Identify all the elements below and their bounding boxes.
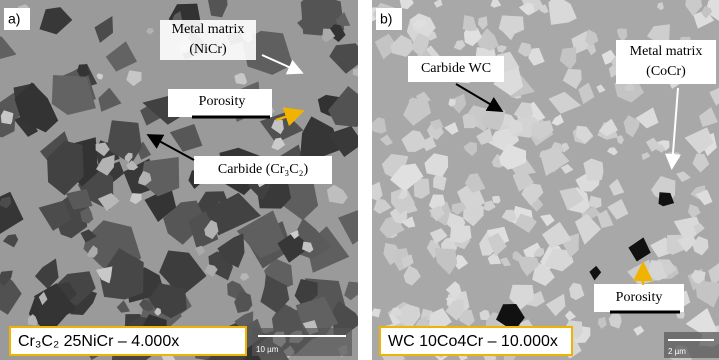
- scale-label: 2 µm: [668, 347, 686, 356]
- caption: Cr₃C₂ 25NiCr – 4.000x: [18, 333, 179, 350]
- figure: a) Metal matrix (NiCr) Porosity Carbide …: [0, 0, 719, 360]
- label: Metal matrix: [630, 44, 703, 59]
- label: Porosity: [199, 94, 246, 109]
- label: Carbide (Cr₃C₂): [218, 162, 309, 177]
- label: (CoCr): [646, 64, 686, 79]
- scale-label: 10 µm: [256, 345, 279, 354]
- label: Metal matrix: [172, 22, 245, 37]
- label: Carbide WC: [421, 61, 491, 76]
- panel-tag: a): [8, 11, 20, 27]
- label: (NiCr): [189, 42, 227, 57]
- caption: WC 10Co4Cr – 10.000x: [388, 333, 558, 350]
- panel-tag: b): [380, 11, 392, 27]
- grain: [365, 182, 382, 201]
- grain: [492, 196, 501, 204]
- label: Porosity: [616, 290, 663, 305]
- grain: [369, 117, 387, 133]
